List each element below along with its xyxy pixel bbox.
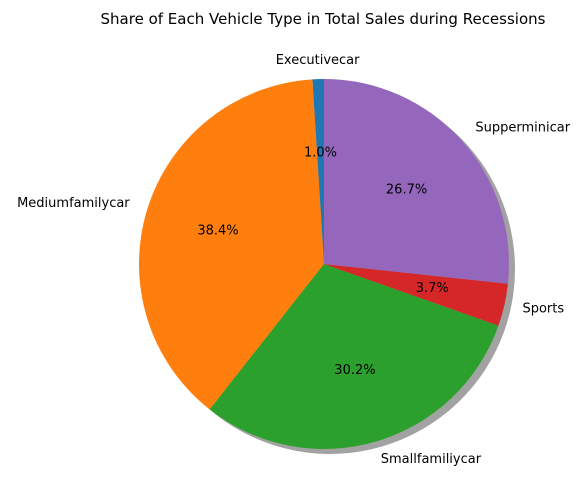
chart-title: Share of Each Vehicle Type in Total Sale… xyxy=(101,10,546,28)
pie-slice-executivecar xyxy=(312,79,324,264)
pie-slice-smallfamiliycar xyxy=(209,264,499,449)
slice-label-mediumfamilycar: Mediumfamilycar xyxy=(17,196,130,211)
slice-pct-mediumfamilycar: 38.4% xyxy=(197,224,238,239)
slice-pct-smallfamiliycar: 30.2% xyxy=(334,363,375,378)
pie-labels: Executivecar 1.0% Mediumfamilycar 38.4% Smal… xyxy=(17,53,571,467)
slice-label-sports: Sports xyxy=(522,302,564,317)
pie-slice-mediumfamilycar xyxy=(139,79,324,410)
slice-label-executivecar: Executivecar xyxy=(276,53,360,68)
slice-pct-supperminicar: 26.7% xyxy=(386,182,427,197)
slice-pct-executivecar: 1.0% xyxy=(304,146,337,161)
slice-label-smallfamiliycar: Smallfamiliycar xyxy=(381,452,482,467)
pie-slice-sports xyxy=(324,264,508,326)
pie-slices xyxy=(139,79,509,449)
pie-slice-supperminicar xyxy=(324,79,509,284)
slice-pct-sports: 3.7% xyxy=(416,281,449,296)
slice-label-supperminicar: Supperminicar xyxy=(475,120,570,135)
